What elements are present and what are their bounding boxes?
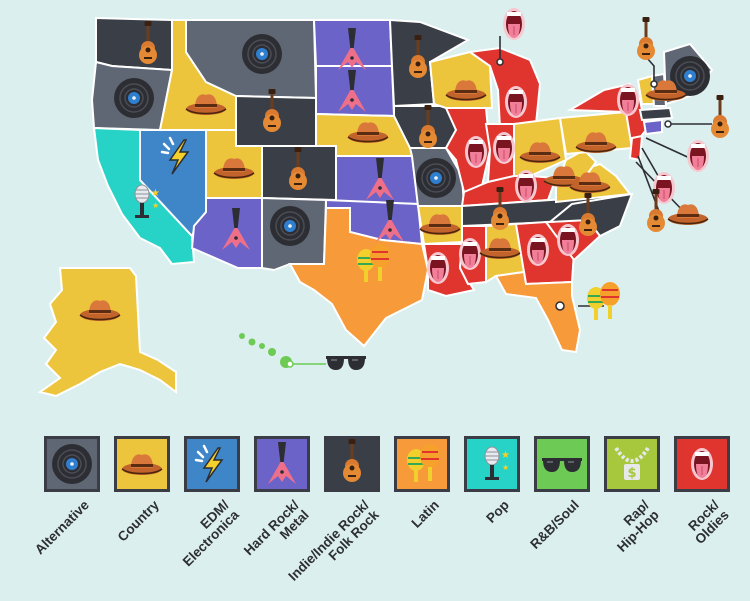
- sunglasses-icon: [325, 355, 367, 371]
- genre-legend: [44, 436, 730, 492]
- sunglasses-icon: [537, 439, 587, 489]
- legend-swatch-latin: [394, 436, 450, 492]
- state-new-jersey: [628, 134, 644, 162]
- state-massachusetts: [638, 106, 674, 122]
- legend-swatch-indie: [324, 436, 380, 492]
- legend-swatch-rap: [604, 436, 660, 492]
- legend-swatch-rock: [674, 436, 730, 492]
- mouth-tongue-icon: [556, 223, 580, 257]
- flying-v-guitar-icon: [257, 439, 307, 489]
- maracas-icon: [586, 281, 621, 321]
- state-alaska: [37, 267, 177, 398]
- state-washington: [95, 16, 173, 72]
- us-genre-map: ★ ★ $: [37, 7, 729, 398]
- mouth-tongue-icon: [492, 131, 516, 165]
- vinyl-record-icon: [113, 77, 155, 119]
- chain-necklace-icon: [607, 439, 657, 489]
- legend-swatch-rnb: [534, 436, 590, 492]
- mouth-tongue-icon: [464, 135, 488, 169]
- acoustic-guitar-icon: [711, 95, 729, 138]
- microphone-icon: [467, 439, 517, 489]
- mouth-tongue-icon: [502, 7, 526, 41]
- mouth-tongue-icon: [426, 251, 450, 285]
- mouth-tongue-icon: [514, 169, 538, 203]
- lightning-bolt-icon: [187, 439, 237, 489]
- mouth-tongue-icon: [616, 83, 640, 117]
- mouth-tongue-icon: [504, 85, 528, 119]
- legend-swatch-alternative: [44, 436, 100, 492]
- legend-swatch-hard-rock: [254, 436, 310, 492]
- mouth-tongue-icon: [458, 237, 482, 271]
- mouth-tongue-icon: [686, 139, 710, 173]
- state-texas: [288, 207, 430, 348]
- mouth-tongue-icon: [526, 233, 550, 267]
- maracas-icon: [397, 439, 447, 489]
- mouth-tongue-icon: [677, 439, 727, 489]
- acoustic-guitar-icon: [637, 17, 655, 60]
- state-hawaii: [239, 333, 292, 368]
- vinyl-record-icon: [415, 157, 457, 199]
- vinyl-record-icon: [47, 439, 97, 489]
- cowboy-hat-icon: [667, 203, 709, 226]
- vinyl-record-icon: [241, 33, 283, 75]
- legend-swatch-country: [114, 436, 170, 492]
- legend-swatch-edm: [184, 436, 240, 492]
- vinyl-record-icon: [269, 205, 311, 247]
- acoustic-guitar-icon: [327, 439, 377, 489]
- connector-dots: [286, 58, 672, 368]
- state-florida: [494, 270, 582, 354]
- state-connecticut: [642, 118, 663, 136]
- legend-swatch-pop: [464, 436, 520, 492]
- cowboy-hat-icon: [117, 439, 167, 489]
